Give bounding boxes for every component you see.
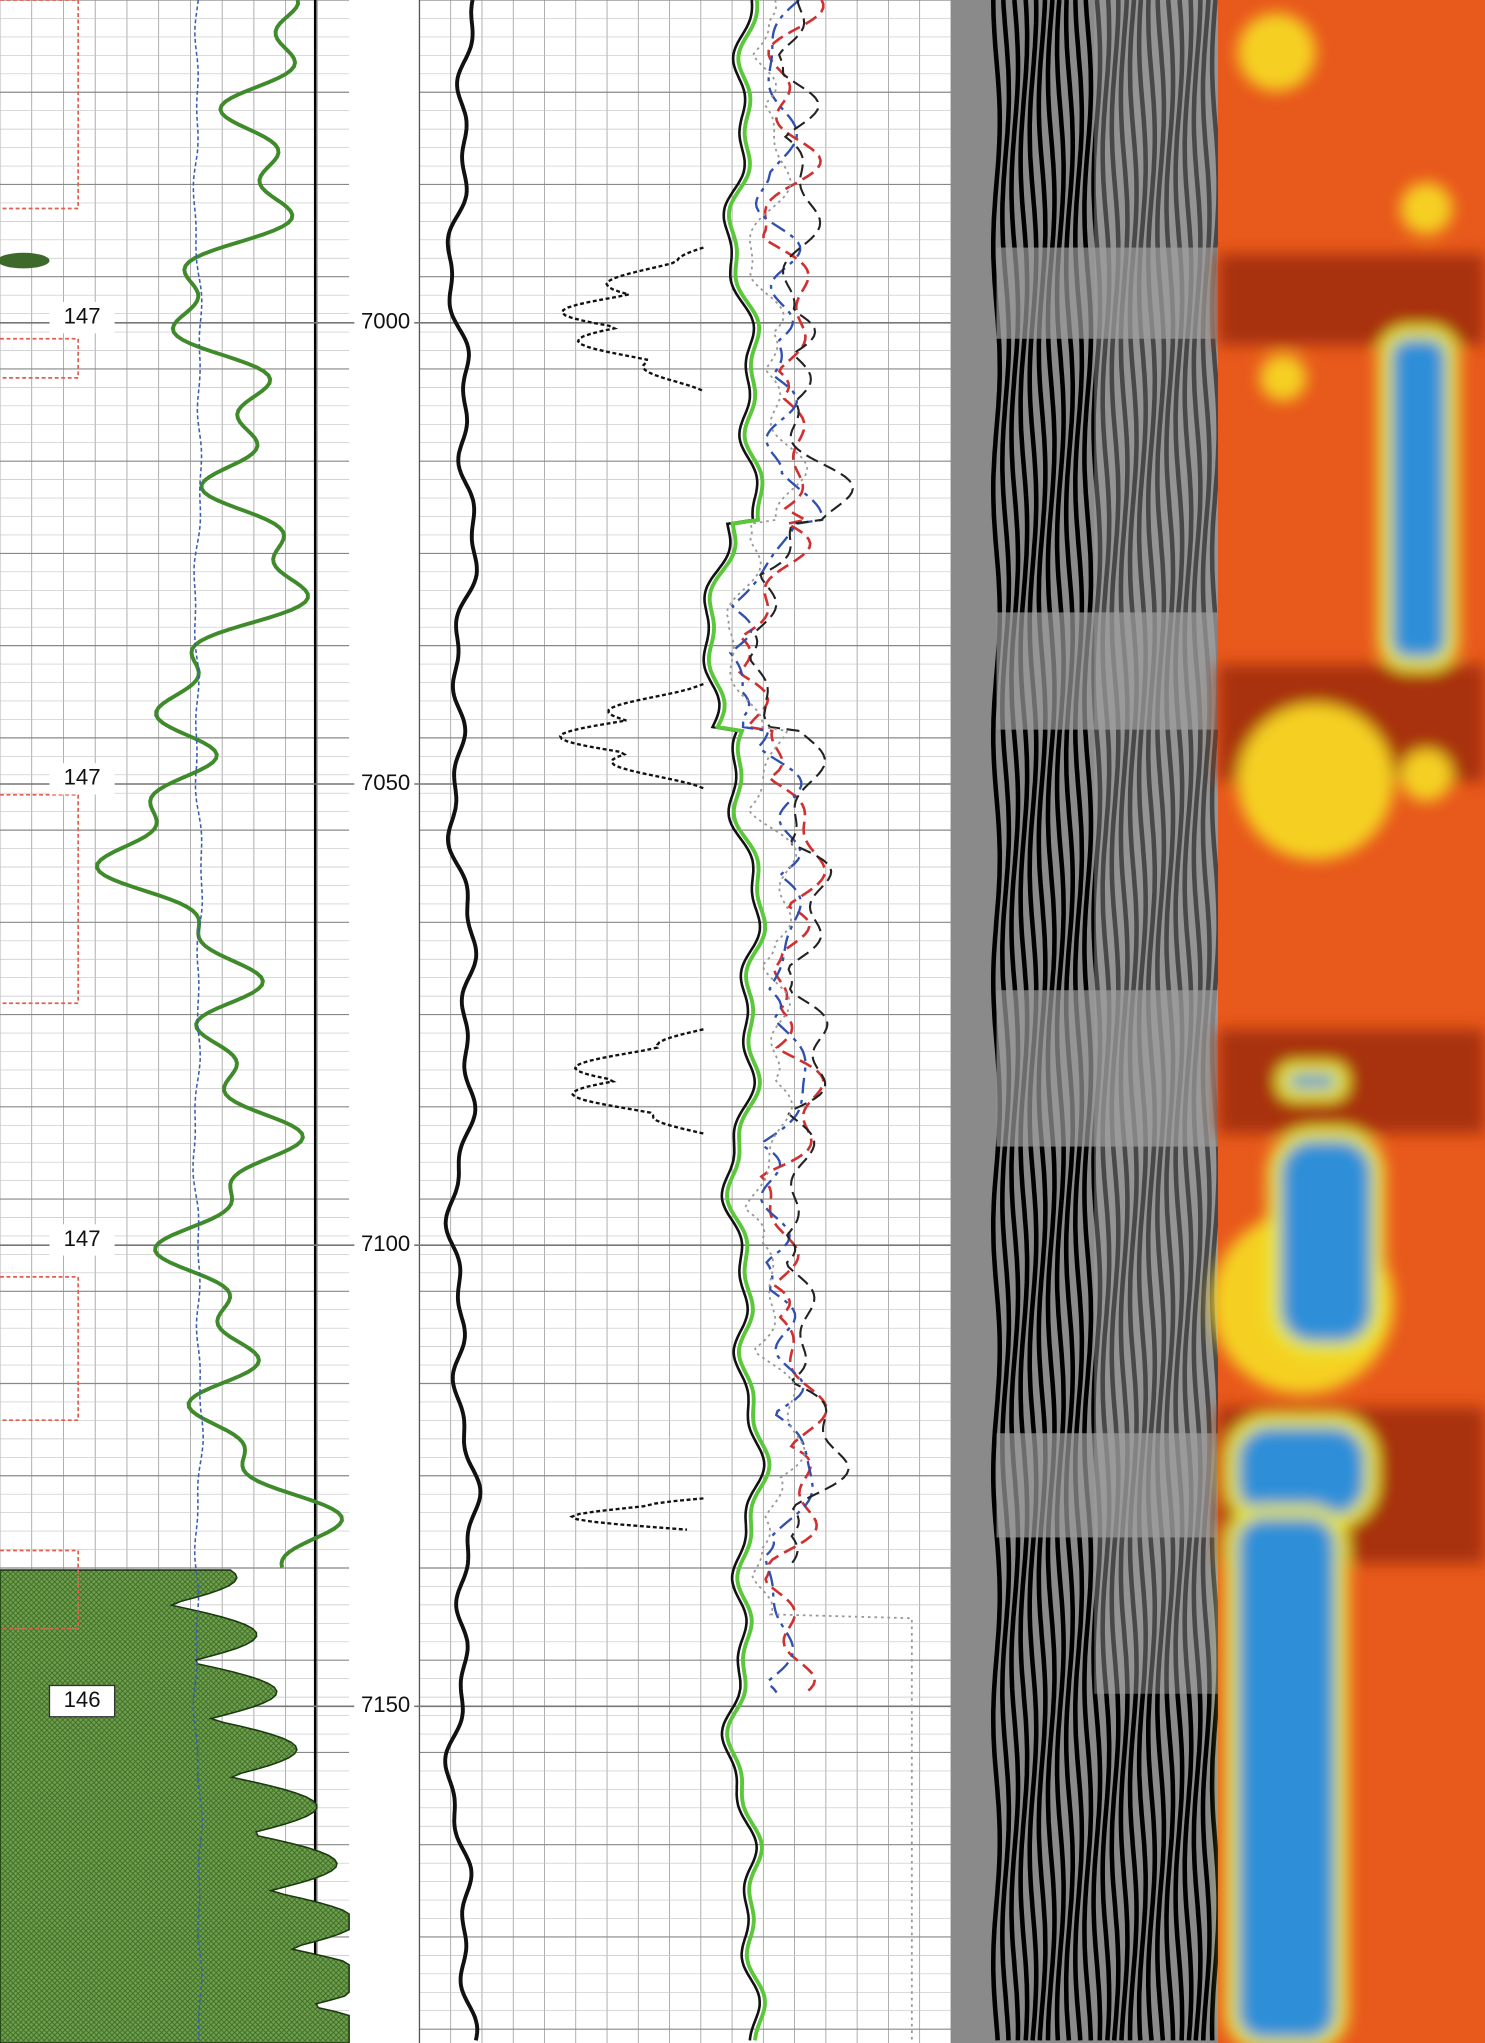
blob (0, 252, 50, 269)
depth-label-bg (354, 1692, 415, 1721)
log-curve (0, 1276, 80, 1422)
blue-blob (1267, 1127, 1385, 1356)
contour-label-bg (49, 1224, 115, 1256)
curve-layer (0, 0, 913, 2043)
stripe (990, 0, 1003, 2041)
yellow-spot (1259, 354, 1307, 402)
log-curve (0, 793, 80, 1005)
yellow-spot (1400, 182, 1453, 235)
contour-label: 147 (64, 303, 101, 328)
blue-blob (1276, 1061, 1349, 1101)
log-curve (706, 0, 772, 2041)
log-curve (192, 0, 204, 2041)
log-curve (749, 0, 854, 1565)
depth-label-bg (354, 769, 415, 799)
contour-label: 147 (64, 765, 101, 790)
yellow-spot (1237, 703, 1394, 860)
noise-band (1094, 0, 1218, 1694)
depth-label: 7100 (361, 1231, 410, 1256)
noise-band (996, 1433, 1218, 1538)
noise-band (996, 612, 1218, 730)
blue-blob (1224, 1504, 1349, 2043)
log-curve (571, 1028, 704, 1135)
log-curve (558, 682, 704, 790)
yellow-spot (1237, 13, 1316, 92)
log-curve (569, 1497, 704, 1531)
dark-band (1217, 1029, 1485, 1134)
noise-band (996, 990, 1218, 1147)
log-curve (443, 0, 483, 2041)
noise-band (996, 247, 1218, 339)
contour-label-bg (49, 301, 115, 334)
contour-label: 147 (64, 1226, 101, 1251)
depth-label: 7000 (361, 309, 410, 334)
color-image (1211, 13, 1485, 2043)
contour-label: 146 (64, 1687, 101, 1712)
yellow-spot (1400, 749, 1453, 802)
image-tracks (950, 0, 1485, 2043)
depth-label: 7150 (361, 1692, 410, 1717)
depth-label-bg (354, 308, 415, 338)
contour-label-bg (48, 1684, 116, 1718)
log-curve (702, 0, 766, 2041)
contour-label-bg (49, 763, 115, 795)
log-curve (560, 246, 704, 392)
depth-label-bg (354, 1230, 415, 1260)
label-layer: 7000 7050 7100 7150 147 147 147 146 (48, 301, 415, 1721)
blue-blob (1378, 325, 1459, 672)
log-curve (0, 0, 80, 210)
log-curve (737, 0, 828, 1694)
shaded-area (0, 1569, 350, 2043)
log-curve (95, 0, 344, 1568)
log-curve (725, 0, 913, 2041)
depth-label: 7050 (361, 770, 410, 795)
log-curve (0, 337, 80, 379)
log-curve (728, 0, 824, 1694)
